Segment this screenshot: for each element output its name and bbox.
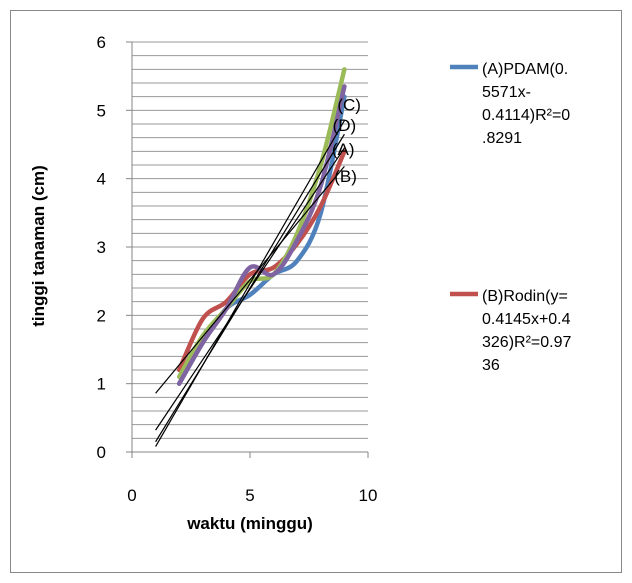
y-tick-label: 6: [97, 33, 106, 52]
annotation-label: (B): [334, 167, 357, 186]
y-axis-title: tinggi tanaman (cm): [29, 165, 48, 327]
trendline-1: [155, 165, 345, 394]
series-lines: [176, 67, 347, 386]
legend-entry-text: .8291: [482, 130, 522, 147]
x-tick-label: 0: [127, 486, 136, 505]
legend-entry-text: (B)Rodin(y=: [482, 288, 568, 305]
trendline-4: [155, 120, 345, 447]
y-tick-label: 1: [97, 375, 106, 394]
trendline-3: [155, 133, 345, 443]
legend-entry-text: 326)R²=0.97: [482, 334, 571, 351]
annotation-label: (C): [337, 95, 361, 114]
y-tick-label: 4: [97, 170, 106, 189]
x-tick-label: 5: [245, 486, 254, 505]
y-tick-label: 0: [97, 443, 106, 462]
gridlines: [132, 41, 368, 439]
y-tick-labels: 0 1 2 3 4 5 6: [97, 33, 132, 462]
x-tick-labels: 0 5 10: [127, 452, 377, 505]
x-axis-title: waktu (minggu): [186, 514, 313, 533]
y-tick-label: 5: [97, 101, 106, 120]
series-annotations: (C) (D) (A) (B): [332, 95, 361, 186]
legend-entry-text: 0.4114)R²=0: [482, 107, 570, 124]
series-line-4: [176, 84, 347, 386]
annotation-label: (D): [333, 116, 357, 135]
y-tick-label: 3: [97, 238, 106, 257]
series-line-3: [176, 67, 347, 380]
legend: (A)PDAM(0. 5571x- 0.4114)R²=0 .8291 (B)Rodin…: [450, 61, 571, 374]
legend-entry-text: 0.4145x+0.4: [482, 311, 571, 328]
legend-entry-text: (A)PDAM(0.: [482, 61, 568, 78]
legend-entry-text: 36: [482, 357, 500, 374]
annotation-label: (A): [332, 140, 355, 159]
chart-area: [10, 10, 622, 573]
x-tick-label: 10: [359, 486, 378, 505]
trendlines: [155, 120, 345, 447]
y-tick-label: 2: [97, 306, 106, 325]
legend-entry-text: 5571x-: [482, 84, 531, 101]
